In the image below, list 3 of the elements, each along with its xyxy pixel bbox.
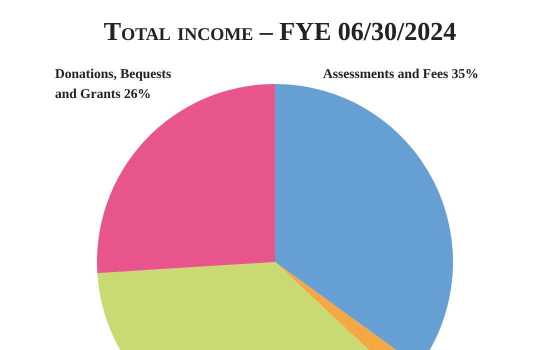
slice-label: Donations, Bequests and Grants 26%: [55, 66, 172, 101]
slice-label: Assessments and Fees 35%: [323, 66, 479, 81]
chart-title: Total income – FYE 06/30/2024: [104, 17, 456, 46]
